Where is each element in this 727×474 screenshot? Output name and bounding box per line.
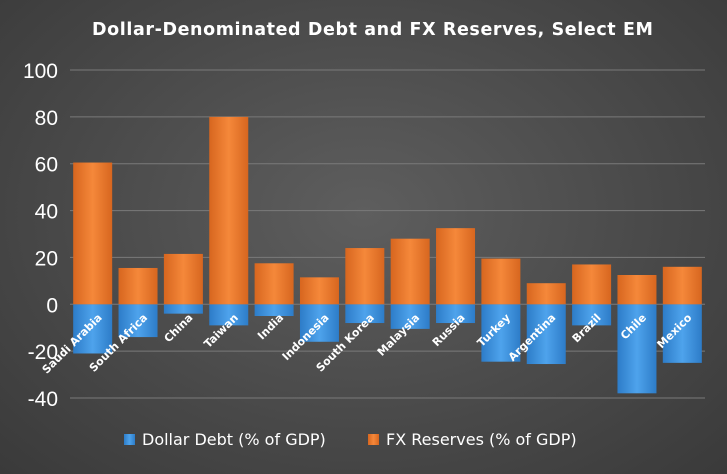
bar-dollar-debt	[73, 304, 113, 354]
bar-dollar-debt	[526, 304, 566, 365]
bars	[73, 116, 702, 394]
y-tick-label: -20	[28, 341, 58, 364]
y-tick-label: 40	[35, 201, 58, 224]
bar-fx-reserves	[662, 266, 702, 305]
y-tick-label: -40	[28, 388, 58, 411]
bar-fx-reserves	[436, 228, 476, 305]
bar-fx-reserves	[345, 248, 385, 305]
x-tick-label: China	[162, 311, 196, 345]
legend-swatch-fx-reserves	[368, 434, 379, 445]
bar-fx-reserves	[209, 116, 249, 305]
bar-dollar-debt	[617, 304, 657, 394]
bar-fx-reserves	[617, 275, 657, 305]
bar-fx-reserves	[390, 238, 430, 305]
legend-label-dollar-debt: Dollar Debt (% of GDP)	[142, 430, 326, 449]
bar-dollar-debt	[662, 304, 702, 363]
bar-dollar-debt	[572, 304, 612, 326]
y-tick-label: 20	[35, 247, 58, 270]
bar-dollar-debt	[209, 304, 249, 326]
legend: Dollar Debt (% of GDP) FX Reserves (% of…	[124, 430, 577, 449]
legend-label-fx-reserves: FX Reserves (% of GDP)	[386, 430, 577, 449]
bar-fx-reserves	[163, 253, 203, 305]
bar-fx-reserves	[572, 264, 612, 305]
bar-dollar-debt	[118, 304, 158, 338]
bar-dollar-debt	[390, 304, 430, 329]
y-axis-ticks: 100 80 60 40 20 0 -20 -40	[23, 60, 58, 411]
bar-dollar-debt	[299, 304, 339, 342]
bar-dollar-debt	[481, 304, 521, 362]
y-tick-label: 60	[35, 154, 58, 177]
bar-fx-reserves	[481, 258, 521, 305]
bar-fx-reserves	[526, 283, 566, 305]
y-tick-label: 100	[23, 60, 58, 83]
gridlines	[70, 69, 705, 399]
chart-title: Dollar-Denominated Debt and FX Reserves,…	[92, 20, 654, 40]
bar-dollar-debt	[254, 304, 294, 316]
bar-fx-reserves	[299, 277, 339, 305]
bar-dollar-debt	[345, 304, 385, 324]
bar-fx-reserves	[254, 263, 294, 305]
y-tick-label: 80	[35, 107, 58, 130]
bar-dollar-debt	[436, 304, 476, 324]
bar-fx-reserves	[73, 162, 113, 305]
bar-dollar-debt	[163, 304, 203, 314]
y-tick-label: 0	[46, 294, 58, 317]
legend-swatch-dollar-debt	[124, 434, 135, 445]
bar-fx-reserves	[118, 267, 158, 305]
